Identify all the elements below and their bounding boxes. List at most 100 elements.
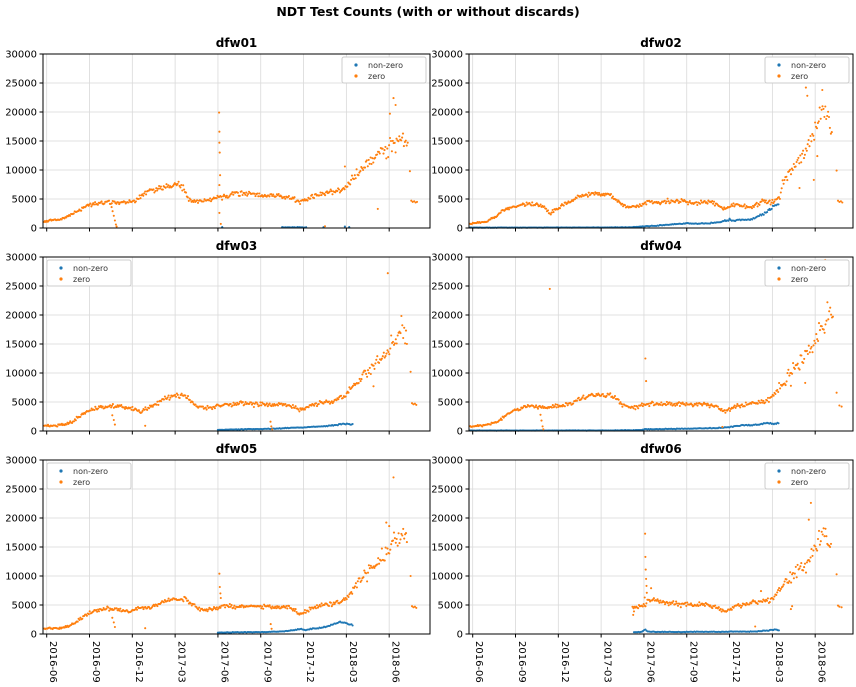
y-tick-label: 0 — [457, 630, 463, 641]
subplot-dfw04: 0 5000 10000 15000 20000 25000 30000 dfw04 non-z… — [431, 239, 854, 438]
legend-label-zero: zero — [791, 478, 808, 487]
axis-ticks — [465, 53, 816, 232]
axis-ticks — [39, 256, 390, 435]
y-tick-label: 5000 — [438, 398, 463, 409]
y-tick-label: 20000 — [5, 311, 37, 322]
legend: non-zero zero — [46, 259, 132, 287]
y-tick-label: 5000 — [12, 195, 37, 206]
subplot-title: dfw02 — [640, 36, 682, 50]
axis-ticks — [465, 256, 816, 435]
y-tick-label: 30000 — [5, 456, 37, 467]
y-tick-label: 10000 — [5, 572, 37, 583]
x-tick-label: 2017-03 — [176, 641, 187, 683]
axis-tick-labels: 0 5000 10000 15000 20000 25000 30000 — [431, 50, 463, 235]
subplot-dfw02: 0 5000 10000 15000 20000 25000 30000 dfw02 non-z… — [431, 36, 854, 235]
y-tick-label: 30000 — [431, 456, 463, 467]
y-tick-label: 10000 — [431, 166, 463, 177]
legend-marker-zero — [777, 277, 781, 281]
subplot-title: dfw06 — [640, 442, 682, 456]
legend-marker-nonzero — [777, 469, 781, 473]
x-tick-label: 2016-09 — [90, 641, 101, 683]
y-tick-label: 10000 — [431, 369, 463, 380]
x-tick-label: 2016-12 — [133, 641, 144, 683]
y-tick-label: 15000 — [5, 543, 37, 554]
legend-marker-nonzero — [777, 63, 781, 67]
legend-label-zero: zero — [368, 72, 385, 81]
legend: non-zero zero — [46, 462, 132, 490]
subplot-dfw01: 0 5000 10000 15000 20000 25000 30000 dfw01 non-z… — [5, 36, 431, 235]
subplot-dfw06: 0 5000 10000 15000 20000 25000 30000 2016-06 201… — [431, 442, 854, 683]
legend-label-nonzero: non-zero — [791, 467, 826, 476]
y-tick-label: 25000 — [431, 282, 463, 293]
y-tick-label: 15000 — [431, 137, 463, 148]
series-zero-points — [469, 80, 844, 226]
axis-tick-labels: 0 5000 10000 15000 20000 25000 30000 2016-06 201… — [5, 456, 400, 683]
axis-ticks — [39, 459, 390, 638]
subplot-title: dfw03 — [216, 239, 258, 253]
series-zero-points — [43, 272, 418, 431]
legend: non-zero zero — [764, 462, 850, 490]
series-nonzero-points — [216, 620, 354, 634]
legend-label-nonzero: non-zero — [368, 61, 403, 70]
x-tick-label: 2016-06 — [473, 641, 484, 683]
y-tick-label: 25000 — [431, 485, 463, 496]
axis-ticks — [465, 459, 816, 638]
x-tick-label: 2018-06 — [816, 641, 827, 683]
y-tick-label: 10000 — [5, 166, 37, 177]
y-tick-label: 25000 — [5, 485, 37, 496]
subplot-title: dfw01 — [216, 36, 258, 50]
legend-marker-zero — [777, 74, 781, 78]
y-tick-label: 5000 — [438, 195, 463, 206]
y-tick-label: 30000 — [431, 50, 463, 61]
x-tick-label: 2017-06 — [644, 641, 655, 683]
subplot-dfw03: 0 5000 10000 15000 20000 25000 30000 dfw03 non-z… — [5, 239, 431, 438]
gridlines — [43, 53, 430, 229]
x-tick-label: 2016-09 — [516, 641, 527, 683]
axis-tick-labels: 0 5000 10000 15000 20000 25000 30000 2016-06 201… — [431, 456, 826, 683]
x-tick-label: 2017-09 — [687, 641, 698, 683]
legend-marker-nonzero — [777, 266, 781, 270]
legend: non-zero zero — [764, 259, 850, 287]
y-tick-label: 0 — [31, 224, 37, 235]
legend-marker-nonzero — [59, 469, 63, 473]
legend-label-nonzero: non-zero — [73, 467, 108, 476]
legend-label-nonzero: non-zero — [73, 264, 108, 273]
x-tick-label: 2018-03 — [347, 641, 358, 683]
y-tick-label: 10000 — [5, 369, 37, 380]
x-tick-label: 2017-06 — [218, 641, 229, 683]
x-tick-label: 2017-03 — [602, 641, 613, 683]
legend-label-nonzero: non-zero — [791, 61, 826, 70]
y-tick-label: 25000 — [5, 79, 37, 90]
legend-marker-zero — [59, 480, 63, 484]
x-tick-label: 2018-03 — [773, 641, 784, 683]
series-zero-points — [43, 97, 419, 228]
y-tick-label: 30000 — [5, 50, 37, 61]
y-tick-label: 5000 — [438, 601, 463, 612]
x-tick-label: 2017-12 — [730, 641, 741, 683]
series-zero-points — [469, 258, 843, 431]
y-tick-label: 5000 — [12, 601, 37, 612]
legend-marker-zero — [777, 480, 781, 484]
subplot-dfw05: 0 5000 10000 15000 20000 25000 30000 2016-06 201… — [5, 442, 431, 683]
y-tick-label: 20000 — [431, 108, 463, 119]
legend-label-zero: zero — [791, 72, 808, 81]
y-tick-label: 30000 — [431, 253, 463, 264]
legend: non-zero zero — [764, 56, 850, 84]
y-tick-label: 20000 — [431, 514, 463, 525]
y-tick-label: 15000 — [431, 340, 463, 351]
y-tick-label: 30000 — [5, 253, 37, 264]
axis-tick-labels: 0 5000 10000 15000 20000 25000 30000 — [5, 253, 37, 438]
y-tick-label: 15000 — [5, 340, 37, 351]
figure-suptitle: NDT Test Counts (with or without discard… — [276, 4, 580, 19]
y-tick-label: 0 — [31, 427, 37, 438]
y-tick-label: 20000 — [5, 108, 37, 119]
legend-label-zero: zero — [73, 478, 90, 487]
y-tick-label: 15000 — [5, 137, 37, 148]
axis-ticks — [39, 53, 390, 232]
legend-marker-nonzero — [59, 266, 63, 270]
legend-marker-nonzero — [354, 63, 358, 67]
x-tick-label: 2016-12 — [559, 641, 570, 683]
axis-tick-labels: 0 5000 10000 15000 20000 25000 30000 — [5, 50, 37, 235]
